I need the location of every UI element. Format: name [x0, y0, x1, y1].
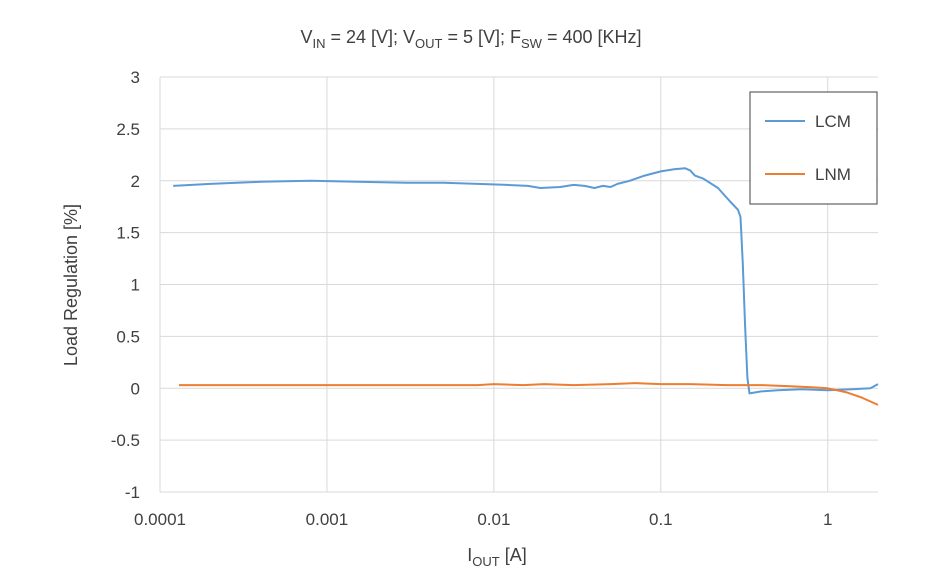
y-tick-label: 2.5: [116, 120, 140, 139]
series-layer: [173, 167, 879, 406]
y-axis-label: Load Regulation [%]: [61, 204, 81, 366]
y-tick-label: 2: [131, 172, 140, 191]
legend-label-lnm: LNM: [815, 165, 851, 184]
x-axis-ticks: 0.0001 0.001 0.01 0.1 1: [134, 510, 832, 529]
y-tick-label: 0.5: [116, 327, 140, 346]
series-line-lnm: [179, 382, 879, 406]
y-axis-ticks: -1 -0.5 0 0.5 1 1.5 2 2.5 3: [111, 68, 140, 502]
series-line-lcm: [173, 167, 879, 395]
grid: [159, 76, 878, 493]
y-tick-label: 1.5: [116, 224, 140, 243]
x-tick-label: 0.01: [477, 510, 510, 529]
y-tick-label: 0: [131, 379, 140, 398]
y-tick-label: -1: [125, 483, 140, 502]
legend-box: [749, 91, 878, 205]
legend: LCM LNM: [749, 91, 878, 205]
y-tick-label: 3: [131, 68, 140, 87]
y-tick-label: 1: [131, 276, 140, 295]
x-tick-label: 1: [823, 510, 832, 529]
x-tick-label: 0.001: [306, 510, 349, 529]
x-tick-label: 0.0001: [134, 510, 186, 529]
chart-title: VIN​ = 24 [V]; VOUT​ = 5 [V]; FSW​ = 400…: [300, 27, 641, 51]
x-tick-label: 0.1: [649, 510, 673, 529]
x-axis-label: IOUT​ [A]: [467, 545, 526, 569]
y-tick-label: -0.5: [111, 431, 140, 450]
legend-label-lcm: LCM: [815, 112, 851, 131]
